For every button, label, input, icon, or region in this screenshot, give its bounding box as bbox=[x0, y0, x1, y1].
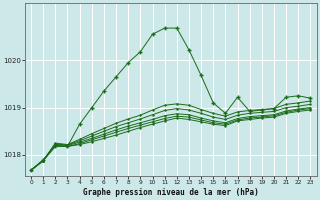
X-axis label: Graphe pression niveau de la mer (hPa): Graphe pression niveau de la mer (hPa) bbox=[83, 188, 259, 197]
